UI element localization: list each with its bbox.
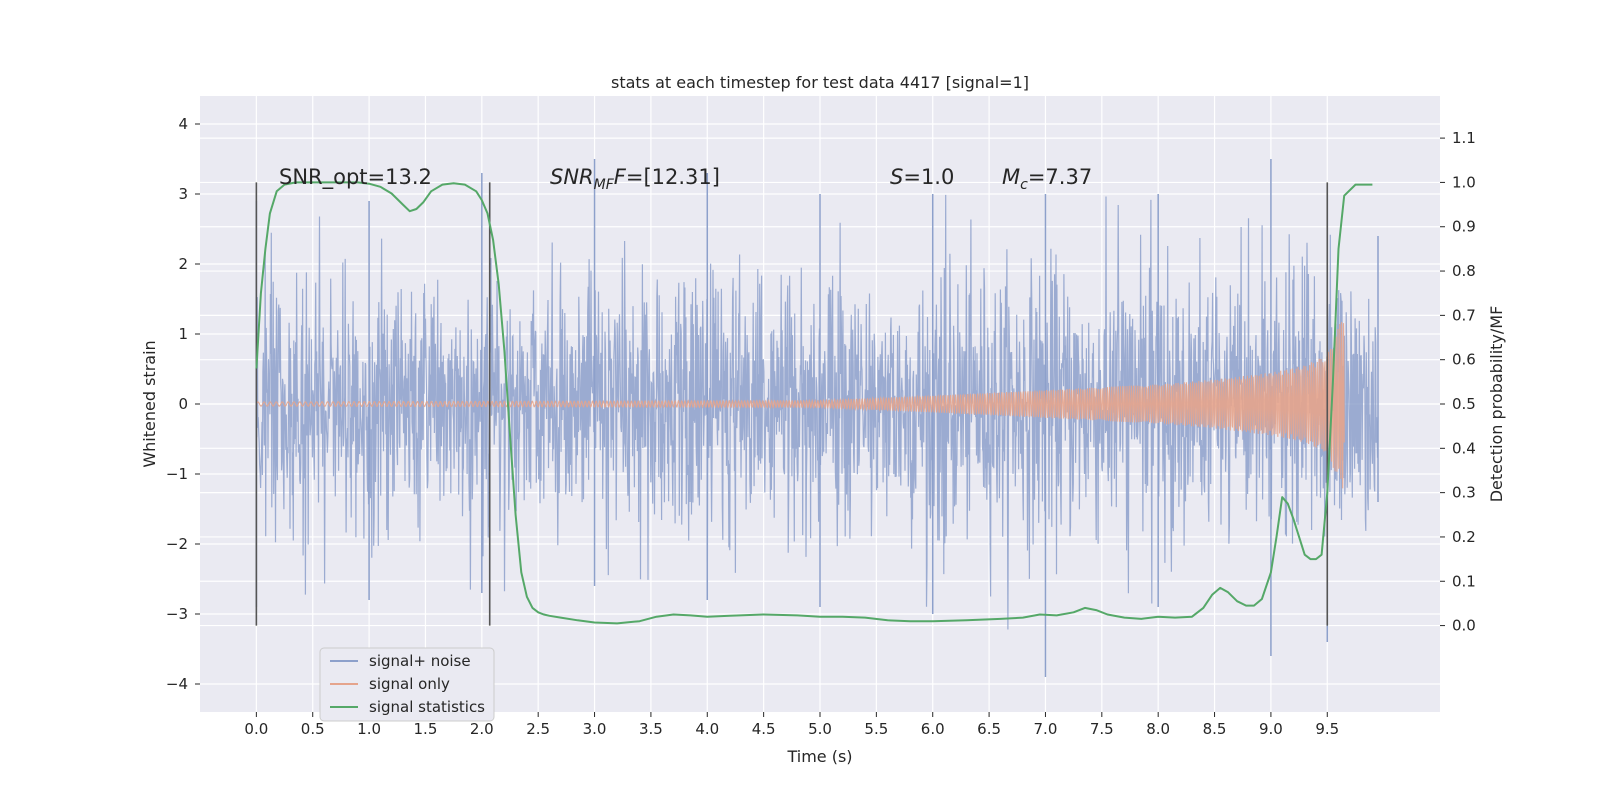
stats-series-layer — [255, 181, 1373, 625]
snr-mf-main: SNR — [550, 165, 594, 189]
chart-title: stats at each timestep for test data 441… — [611, 73, 1029, 92]
mc-symbol: M — [1002, 165, 1020, 189]
x-tick-label: 1.0 — [357, 720, 381, 738]
annotation-snr-opt: SNR_opt=13.2 — [279, 165, 432, 190]
mc-value: =7.37 — [1028, 165, 1092, 189]
s-symbol: S — [890, 165, 903, 189]
x-tick-label: 1.5 — [414, 720, 438, 738]
x-tick-label: 2.0 — [470, 720, 494, 738]
x-axis-label: Time (s) — [786, 747, 852, 766]
y-right-tick-label: 0.7 — [1452, 306, 1476, 324]
legend: signal+ noise signal only signal statist… — [319, 647, 495, 722]
y-left-axis-label: Whitened strain — [140, 340, 159, 467]
y-right-tick-label: 0.4 — [1452, 439, 1476, 457]
x-tick-label: 5.5 — [864, 720, 888, 738]
x-tick-label: 6.0 — [921, 720, 945, 738]
y-right-tick-label: 0.6 — [1452, 351, 1476, 369]
y-right-tick-label: 1.1 — [1452, 129, 1476, 147]
y-right-tick-label: 0.1 — [1452, 572, 1476, 590]
x-tick-label: 6.5 — [977, 720, 1001, 738]
x-tick-label: 9.5 — [1315, 720, 1339, 738]
x-tick-label: 0.5 — [301, 720, 325, 738]
y-left-tick-labels: 4 3 2 1 0 −1 −2 −3 −4 — [166, 115, 200, 693]
y-left-tick-label: −2 — [166, 535, 188, 553]
y-left-tick-label: 0 — [178, 395, 188, 413]
legend-label-signal: signal only — [369, 675, 450, 693]
x-tick-label: 7.0 — [1034, 720, 1058, 738]
y-right-tick-label: 1.0 — [1452, 173, 1476, 191]
mc-sub: c — [1020, 177, 1028, 193]
y-right-tick-labels: 1.1 1.0 0.9 0.8 0.7 0.6 0.5 0.4 0.3 0.2 0.1 0.0 — [1440, 129, 1476, 635]
snr-mf-sub: MF — [594, 177, 615, 193]
x-tick-label: 2.5 — [526, 720, 550, 738]
annotation-s: S=1.0 — [890, 165, 954, 189]
y-right-tick-label: 0.3 — [1452, 484, 1476, 502]
x-tick-label: 8.0 — [1146, 720, 1170, 738]
x-tick-label: 3.0 — [583, 720, 607, 738]
x-tick-label: 9.0 — [1259, 720, 1283, 738]
signal-series-layer — [255, 322, 1345, 489]
y-right-tick-label: 0.9 — [1452, 218, 1476, 236]
y-left-tick-label: 1 — [178, 325, 188, 343]
y-left-tick-label: 3 — [178, 185, 188, 203]
y-left-tick-label: 4 — [178, 115, 188, 133]
legend-box — [319, 647, 495, 722]
x-tick-label: 3.5 — [639, 720, 663, 738]
x-tick-labels: 0.0 0.5 1.0 1.5 2.0 2.5 3.0 3.5 4.0 4.5 5.0 5.5 6.0 6… — [244, 712, 1339, 738]
s-value: =1.0 — [903, 165, 954, 189]
x-tick-label: 8.5 — [1203, 720, 1227, 738]
legend-label-noise: signal+ noise — [369, 652, 471, 670]
x-tick-label: 4.5 — [752, 720, 776, 738]
legend-label-stats: signal statistics — [369, 698, 485, 716]
y-right-tick-label: 0.2 — [1452, 528, 1476, 546]
annotation-snr-mf: SNRMFF=[12.31] — [550, 165, 720, 193]
y-right-tick-label: 0.5 — [1452, 395, 1476, 413]
y-left-tick-label: −3 — [166, 605, 188, 623]
y-left-tick-label: −4 — [166, 675, 188, 693]
y-right-axis-label: Detection probability/MF — [1487, 306, 1506, 503]
series-signal-statistics — [255, 181, 1373, 625]
x-tick-label: 7.5 — [1090, 720, 1114, 738]
x-tick-label: 4.0 — [695, 720, 719, 738]
series-signal-only — [255, 322, 1345, 489]
vertical-markers — [255, 182, 1329, 626]
y-left-tick-label: −1 — [166, 465, 188, 483]
snr-mf-italic: F — [614, 165, 627, 189]
x-tick-label: 5.0 — [808, 720, 832, 738]
y-left-tick-label: 2 — [178, 255, 188, 273]
annotation-mc: Mc=7.37 — [1002, 165, 1092, 193]
y-right-tick-label: 0.0 — [1452, 617, 1476, 635]
snr-mf-value: =[12.31] — [626, 165, 720, 189]
x-tick-label: 0.0 — [244, 720, 268, 738]
y-right-tick-label: 0.8 — [1452, 262, 1476, 280]
